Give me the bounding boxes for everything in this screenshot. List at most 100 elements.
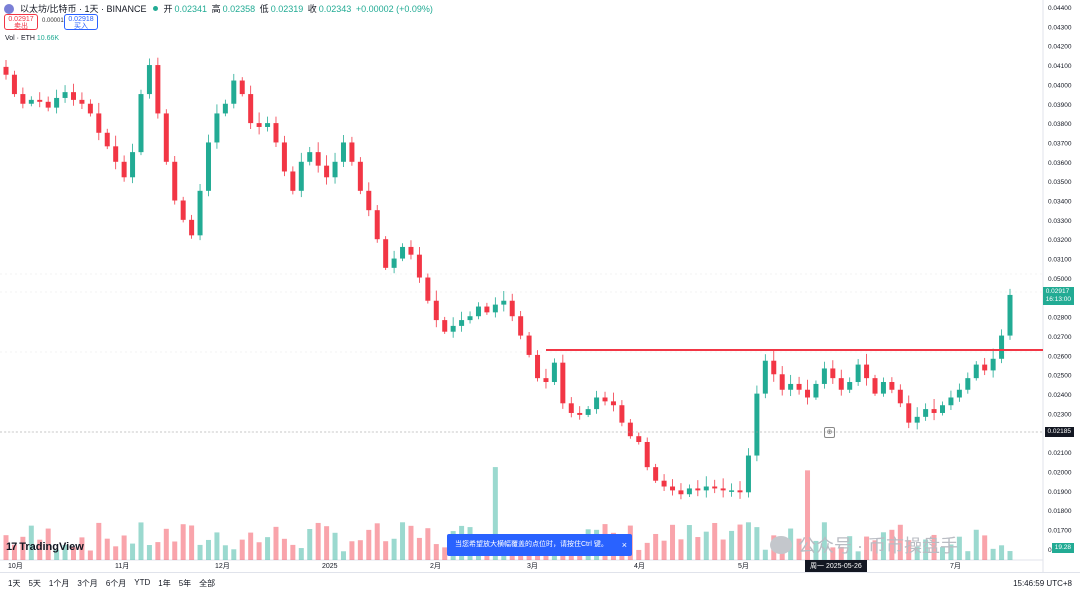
volume-bar (248, 532, 254, 560)
time-tick: 7月 (950, 562, 961, 570)
candle-body (543, 378, 549, 383)
volume-bar (374, 523, 380, 560)
volume-bar (847, 536, 853, 560)
candle-body (712, 486, 718, 489)
volume-bar (265, 537, 271, 560)
eth-btc-icon (4, 3, 14, 14)
price-tick: 0.02300 (1048, 411, 1072, 418)
candle-body (315, 152, 321, 166)
candle-body (745, 455, 751, 493)
volume-bar (703, 531, 709, 560)
candle-body (357, 161, 363, 191)
candle-body (990, 358, 996, 371)
timeframe-option[interactable]: 5年 (178, 579, 192, 588)
candle-body (872, 378, 878, 394)
time-axis: 10月 11月 12月 2025 2月 3月 4月 5月 7月 (8, 562, 961, 570)
candle-body (830, 368, 836, 379)
volume-bar (956, 536, 962, 560)
spread-value: 0.00001 (42, 18, 64, 24)
timeframe-option[interactable]: 1年 (158, 579, 171, 588)
timeframe-option[interactable]: 6个月 (105, 579, 127, 588)
volume-bar (28, 525, 34, 560)
volume-bar (442, 547, 448, 560)
volume-bar (940, 547, 946, 560)
candle-body (788, 383, 794, 390)
candle-body (501, 300, 507, 305)
candle-body (956, 389, 962, 398)
candle-body (138, 94, 144, 153)
clock[interactable]: 15:46:59 UTC+8 (1013, 579, 1072, 588)
candle-body (475, 306, 481, 317)
candle-body (644, 441, 650, 468)
volume-bar (79, 537, 85, 560)
timeframe-option[interactable]: YTD (134, 578, 151, 587)
symbol-title[interactable]: 以太坊/比特币 · 1天 · BINANCE (20, 4, 147, 14)
candle-body (805, 389, 811, 398)
candle-body (653, 467, 659, 481)
tradingview-icon: 17 (6, 541, 17, 553)
volume-bar (982, 535, 988, 560)
candle-body (37, 99, 43, 102)
volume-bar (163, 528, 169, 560)
price-chart[interactable]: 0.04400 0.04300 0.04200 0.04100 0.04000 0.039… (0, 0, 1080, 572)
watermark: 公众号 · 币市操盘手 (770, 532, 958, 558)
tradingview-logo[interactable]: 17 TradingView (6, 541, 84, 553)
volume-bar (383, 541, 389, 560)
candle-body (948, 397, 954, 406)
volume-bar (973, 529, 979, 560)
candle-body (737, 490, 743, 493)
volume-bar (54, 549, 60, 560)
volume-bar (889, 529, 895, 560)
candle-body (197, 190, 203, 236)
candle-body (130, 152, 136, 178)
timeframe-option[interactable]: 1天 (8, 579, 21, 588)
volume-bar (3, 535, 9, 560)
price-tick: 0.03600 (1048, 160, 1072, 167)
time-tick: 3月 (527, 562, 538, 570)
volume-bar (813, 540, 819, 560)
price-tick: 0.01800 (1048, 508, 1072, 515)
candle-body (121, 161, 127, 178)
candle-body (467, 316, 473, 321)
volume-bar (864, 536, 870, 560)
volume-bar (830, 547, 836, 560)
timeframe-option[interactable]: 全部 (199, 579, 216, 588)
volume-bar (11, 544, 17, 560)
volume-bar (636, 549, 642, 560)
candle-body (391, 258, 397, 268)
price-tick: 0.02700 (1048, 334, 1072, 341)
volume-bar (712, 522, 718, 560)
candle-body (492, 304, 498, 313)
candle-body (897, 389, 903, 404)
volume-bar (273, 526, 279, 560)
volume-bar (880, 532, 886, 560)
volume-bar (745, 522, 751, 560)
target-icon[interactable]: ⊕ (824, 427, 835, 438)
candles (3, 57, 1013, 500)
wechat-icon (770, 536, 792, 554)
candle-body (239, 80, 245, 95)
timeframe-option[interactable]: 5天 (28, 579, 41, 588)
buy-button[interactable]: 0.02918 买入 (64, 14, 98, 30)
volume-bar (796, 538, 802, 560)
volume-bar (805, 470, 811, 560)
candle-body (509, 300, 515, 317)
price-tick: 0.02600 (1048, 353, 1072, 360)
candle-body (205, 142, 211, 191)
time-tick: 11月 (115, 562, 129, 570)
candle-body (914, 416, 920, 423)
volume-bar (906, 540, 912, 560)
volume-bar (416, 537, 422, 560)
price-tick: 0.02500 (1048, 373, 1072, 380)
candle-body (3, 66, 9, 75)
candle-body (703, 486, 709, 491)
sell-button[interactable]: 0.02917 卖出 (4, 14, 38, 30)
timeframe-option[interactable]: 3个月 (77, 579, 98, 588)
timeframe-option[interactable]: 1个月 (48, 579, 70, 588)
volume-bar (754, 527, 760, 560)
volume-bar (315, 522, 321, 560)
candle-body (568, 403, 574, 413)
candle-body (214, 113, 220, 143)
close-icon[interactable]: × (621, 540, 627, 550)
candle-body (560, 362, 566, 404)
